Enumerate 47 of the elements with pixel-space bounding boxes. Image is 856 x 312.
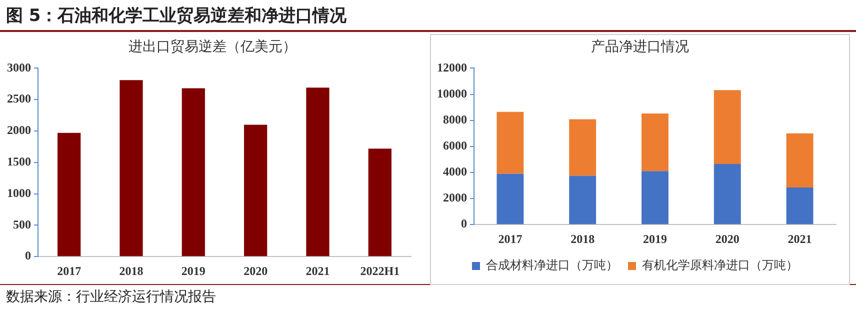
y-tick-label: 4000	[443, 164, 467, 179]
y-tick-label: 10000	[437, 86, 467, 100]
y-tick-label: 3000	[7, 60, 31, 74]
x-tick-label: 2020	[715, 232, 740, 246]
bar	[182, 88, 205, 256]
bar	[642, 114, 668, 172]
bar	[58, 132, 81, 256]
x-tick-label: 2019	[643, 232, 667, 246]
y-tick-label: 6000	[443, 138, 467, 152]
x-tick-label: 2021	[306, 264, 330, 278]
bar	[244, 124, 268, 256]
bar	[569, 119, 596, 176]
source-note: 数据来源：行业经济运行情况报告	[6, 288, 216, 306]
x-tick-label: 2018	[119, 264, 144, 278]
x-tick-label: 2022H1	[360, 264, 400, 278]
y-tick-label: 1000	[7, 186, 31, 200]
bar	[368, 148, 392, 256]
chart-subtitle: 进出口贸易逆差（亿美元）	[128, 38, 298, 56]
bar	[642, 171, 668, 224]
legend-label: 合成材料净进口（万吨）	[486, 258, 618, 272]
bar	[120, 80, 143, 256]
x-tick-label: 2019	[181, 264, 206, 278]
bar	[786, 187, 814, 224]
y-tick-label: 0	[25, 248, 31, 263]
bar	[306, 88, 330, 256]
x-tick-label: 2017	[498, 232, 522, 246]
x-tick-label: 2018	[570, 232, 595, 246]
y-tick-label: 500	[13, 217, 31, 232]
bar	[714, 164, 741, 224]
y-tick-label: 2000	[7, 123, 31, 138]
y-tick-label: 2500	[7, 92, 31, 106]
chart-title: 图 5：石油和化学工业贸易逆差和净进口情况	[6, 5, 347, 27]
y-tick-label: 0	[461, 216, 467, 231]
y-tick-label: 1500	[7, 154, 31, 168]
bar	[714, 90, 741, 164]
x-tick-label: 2021	[788, 232, 812, 246]
legend-label: 有机化学原料净进口（万吨）	[642, 258, 798, 272]
chart-subtitle: 产品净进口情况	[590, 38, 690, 56]
y-tick-label: 8000	[443, 112, 467, 126]
y-tick-label: 12000	[437, 60, 467, 74]
bar	[569, 176, 596, 224]
x-tick-label: 2020	[244, 264, 268, 278]
bar	[496, 174, 524, 224]
y-tick-label: 2000	[443, 190, 467, 205]
bar	[786, 133, 814, 188]
x-tick-label: 2017	[57, 264, 82, 278]
bar	[496, 112, 524, 174]
